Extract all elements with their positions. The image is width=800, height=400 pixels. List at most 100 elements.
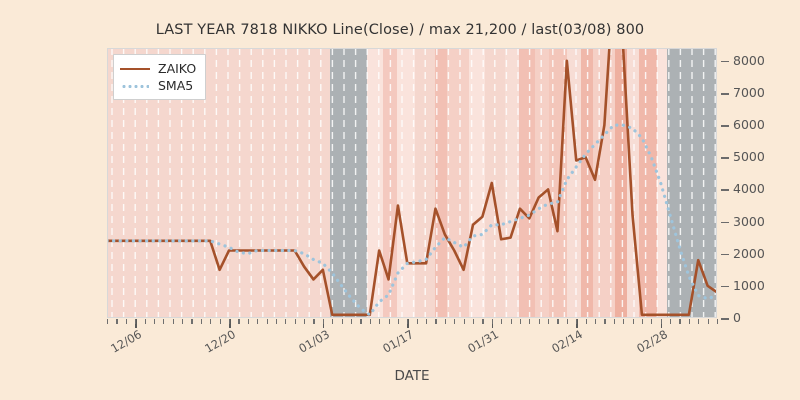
x-minor-tick-mark: [632, 319, 634, 324]
x-minor-tick-mark: [229, 319, 231, 324]
x-minor-tick-mark: [191, 319, 193, 324]
y-tick-label: 7000: [733, 85, 765, 100]
sma5-dotted-swatch-icon: [120, 80, 150, 92]
y-tick-mark: [721, 253, 729, 256]
x-minor-tick-mark: [125, 319, 127, 324]
background-band: [549, 48, 567, 318]
y-tick-label: 4000: [733, 181, 765, 197]
x-minor-tick-mark: [435, 319, 437, 324]
x-minor-tick-mark: [482, 319, 484, 324]
x-minor-tick-mark: [144, 319, 146, 324]
y-tick-label: 6000: [733, 117, 765, 133]
x-minor-tick-mark: [163, 319, 165, 324]
x-minor-tick-mark: [688, 319, 691, 324]
x-minor-tick-mark: [651, 319, 653, 324]
x-minor-tick-mark: [501, 319, 503, 324]
x-minor-tick-mark: [360, 319, 362, 324]
x-minor-tick-mark: [670, 319, 672, 324]
x-minor-tick-mark: [388, 319, 390, 324]
background-band: [519, 48, 535, 318]
x-minor-tick-mark: [238, 319, 240, 324]
x-minor-tick-mark: [275, 319, 278, 324]
plot-area: [107, 48, 717, 318]
x-minor-tick-mark: [717, 319, 719, 324]
x-minor-tick-mark: [172, 319, 174, 324]
zaiko-line: [107, 48, 717, 317]
x-minor-tick-mark: [379, 319, 381, 324]
x-minor-tick-mark: [491, 319, 493, 324]
x-minor-tick-mark: [210, 319, 212, 324]
x-minor-tick-mark: [369, 319, 371, 324]
chart-legend[interactable]: ZAIKO SMA5: [113, 54, 207, 100]
y-tick-label: 8000: [733, 52, 765, 68]
x-minor-tick-mark: [538, 319, 540, 324]
x-minor-tick-mark: [341, 319, 343, 324]
background-band: [535, 48, 549, 318]
grid-lines: [111, 48, 716, 318]
x-minor-tick-mark: [585, 319, 587, 324]
x-minor-tick-mark: [454, 319, 456, 324]
x-minor-tick-mark: [332, 319, 334, 324]
y-tick-label: 5000: [733, 149, 765, 165]
legend-label-sma5: SMA5: [158, 78, 194, 93]
legend-item-zaiko[interactable]: ZAIKO: [120, 60, 196, 77]
y-tick-mark: [721, 60, 729, 63]
x-minor-tick-mark: [604, 319, 606, 324]
sma5-line: [107, 123, 717, 317]
y-tick-mark: [721, 157, 729, 159]
background-band: [330, 48, 367, 318]
background-band: [593, 48, 615, 318]
x-minor-tick-mark: [698, 319, 700, 324]
x-minor-tick-mark: [510, 319, 512, 324]
background-band: [615, 48, 627, 318]
x-minor-tick-mark: [416, 319, 418, 324]
y-tick-mark: [721, 189, 729, 192]
y-tick-mark: [721, 93, 729, 95]
x-minor-tick-mark: [613, 319, 615, 324]
x-axis-label: DATE: [394, 368, 430, 384]
x-minor-tick-mark: [153, 319, 156, 324]
background-band: [435, 48, 447, 318]
x-minor-tick-mark: [304, 319, 306, 324]
x-minor-tick-mark: [247, 319, 249, 324]
x-minor-tick-mark: [294, 319, 296, 324]
y-tick-mark: [721, 221, 729, 224]
x-minor-tick-mark: [407, 319, 409, 324]
y-axis-label-host: IPPAN ZAIKO (volume): [78, 48, 79, 318]
x-minor-tick-mark: [566, 319, 569, 324]
y-tick-label: 0: [733, 310, 741, 325]
y-tick-mark: [721, 125, 729, 127]
x-minor-tick-mark: [313, 319, 315, 324]
x-minor-tick-mark: [519, 319, 522, 324]
chart-title: LAST YEAR 7818 NIKKO Line(Close) / max 2…: [155, 22, 645, 38]
chart-canvas: [107, 48, 717, 318]
x-minor-tick-mark: [200, 319, 203, 324]
legend-item-sma5[interactable]: SMA5: [120, 77, 196, 94]
x-minor-tick-mark: [548, 319, 550, 324]
plot-border: [107, 48, 717, 318]
background-band: [469, 48, 485, 318]
x-minor-tick-mark: [266, 319, 268, 324]
x-minor-tick-mark: [116, 319, 118, 324]
x-minor-tick-mark: [257, 319, 259, 324]
x-minor-tick-mark: [107, 319, 109, 324]
y-tick-label: 2000: [733, 245, 765, 261]
x-minor-tick-mark: [351, 319, 353, 324]
background-band: [567, 48, 581, 318]
x-minor-tick-mark: [707, 319, 709, 324]
x-minor-tick-mark: [219, 319, 221, 324]
x-minor-tick-mark: [679, 319, 681, 324]
x-minor-tick-mark: [595, 319, 597, 324]
x-minor-tick-mark: [397, 319, 400, 324]
x-minor-tick-mark: [557, 319, 559, 324]
x-minor-tick-mark: [576, 319, 578, 324]
y-tick-label: 1000: [733, 277, 765, 293]
x-minor-tick-mark: [135, 319, 137, 324]
x-minor-tick-mark: [285, 319, 287, 324]
legend-label-zaiko: ZAIKO: [158, 61, 197, 76]
x-minor-tick-mark: [182, 319, 184, 324]
x-minor-tick-mark: [444, 319, 447, 324]
x-minor-tick-mark: [322, 319, 325, 324]
x-minor-tick-mark: [529, 319, 531, 324]
